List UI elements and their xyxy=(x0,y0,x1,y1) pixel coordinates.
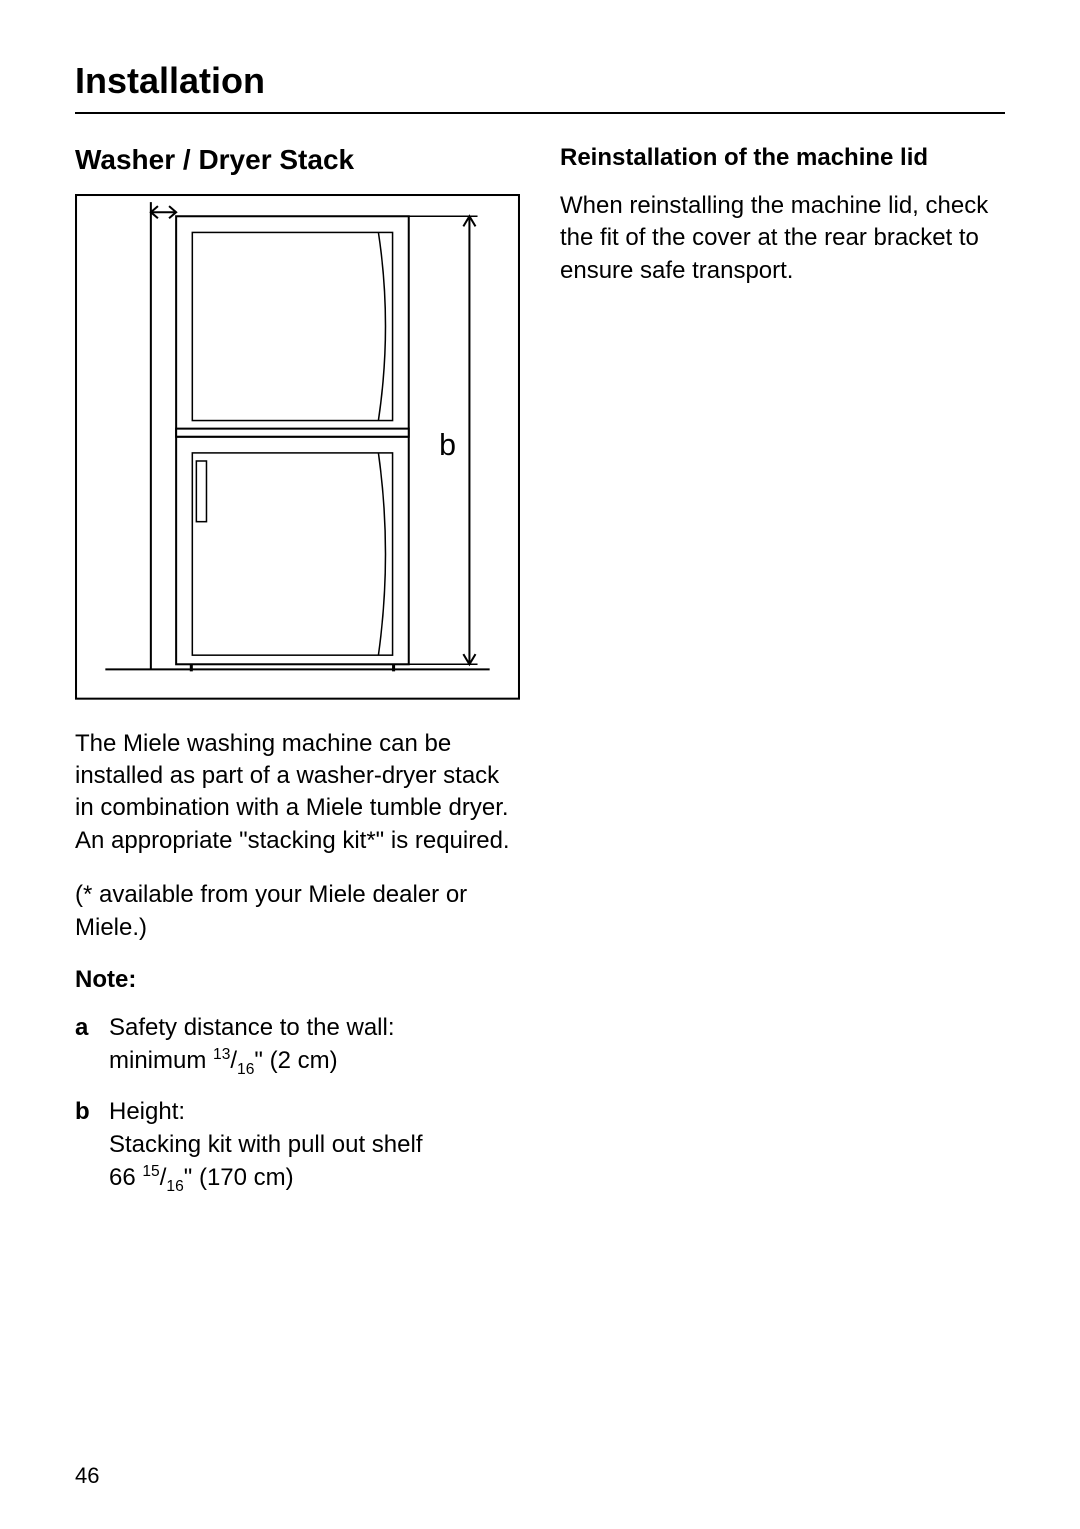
right-column: Reinstallation of the machine lid When r… xyxy=(560,144,1005,1489)
note-key-a: a xyxy=(75,1012,97,1080)
page-title: Installation xyxy=(75,60,1005,102)
note-b-frac-num: 15 xyxy=(142,1163,159,1180)
note-heading: Note: xyxy=(75,966,520,994)
note-text-a: Safety distance to the wall: minimum 13/… xyxy=(109,1012,520,1080)
note-b-prefix: 66 xyxy=(109,1164,142,1191)
left-heading: Washer / Dryer Stack xyxy=(75,144,520,176)
note-text-b: Height: Stacking kit with pull out shelf… xyxy=(109,1096,520,1197)
note-item-a: a Safety distance to the wall: minimum 1… xyxy=(75,1012,520,1080)
title-block: Installation xyxy=(75,60,1005,114)
stack-diagram: a xyxy=(75,194,520,700)
note-b-frac-den: 16 xyxy=(166,1178,183,1195)
note-item-b: b Height: Stacking kit with pull out she… xyxy=(75,1096,520,1197)
note-list: a Safety distance to the wall: minimum 1… xyxy=(75,1012,520,1197)
note-b-suffix: " (170 cm) xyxy=(184,1164,294,1191)
left-column: Washer / Dryer Stack a xyxy=(75,144,520,1489)
note-b-line2: Stacking kit with pull out shelf xyxy=(109,1131,423,1158)
content-columns: Washer / Dryer Stack a xyxy=(75,144,1005,1489)
note-a-prefix: minimum xyxy=(109,1047,213,1074)
document-page: Installation Washer / Dryer Stack xyxy=(0,0,1080,1529)
note-b-line1: Height: xyxy=(109,1098,185,1125)
left-paragraph-1: The Miele washing machine can be install… xyxy=(75,728,520,858)
diagram-label-b: b xyxy=(439,429,456,462)
note-a-frac-num: 13 xyxy=(213,1046,230,1063)
left-paragraph-2: (* available from your Miele dealer or M… xyxy=(75,879,520,944)
note-a-suffix: " (2 cm) xyxy=(254,1047,337,1074)
note-key-b: b xyxy=(75,1096,97,1197)
note-a-line1: Safety distance to the wall: xyxy=(109,1014,395,1041)
right-heading: Reinstallation of the machine lid xyxy=(560,144,1005,172)
washer-dryer-stack-diagram: a xyxy=(75,194,520,700)
right-paragraph: When reinstalling the machine lid, check… xyxy=(560,190,1005,287)
note-a-frac-den: 16 xyxy=(237,1061,254,1078)
page-number: 46 xyxy=(75,1463,99,1489)
